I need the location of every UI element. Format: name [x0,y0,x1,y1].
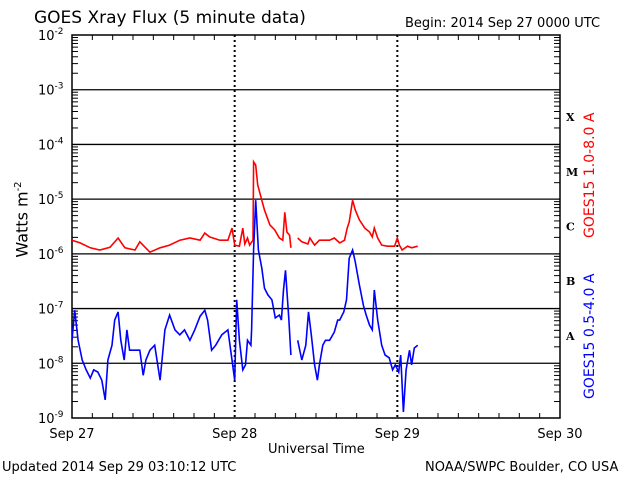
y-tick-label: 10-8 [38,355,64,372]
y-tick-label: 10-2 [38,27,64,44]
y-tick-base: 10 [38,303,55,318]
plot-frame [71,34,561,419]
y-tick-exponent: -2 [55,27,64,37]
y-tick-exponent: -6 [55,246,64,256]
x-tick-label: Sep 30 [537,427,582,442]
x-axis-label: Universal Time [268,442,365,457]
y-tick-label: 10-6 [38,246,64,263]
flare-class-label: A [565,330,575,343]
legend-short-channel: GOES15 0.5-4.0 A [582,273,598,399]
y-tick-base: 10 [38,84,55,99]
y-axis-label: Watts m-2 [13,170,32,270]
y-tick-base: 10 [38,138,55,153]
y-axis-label-exponent: -2 [13,181,25,192]
series-long-channel [71,159,418,254]
flare-class-label: C [566,221,575,234]
y-tick-base: 10 [38,357,55,372]
y-tick-label: 10-9 [38,410,64,427]
y-tick-label: 10-7 [38,301,64,318]
legend-long-channel: GOES15 1.0-8.0 A [582,112,598,238]
y-axis-label-text: Watts m [12,191,32,258]
y-tick-exponent: -3 [55,82,64,92]
y-tick-exponent: -7 [55,301,64,311]
y-tick-base: 10 [38,412,55,427]
x-tick-label: Sep 29 [375,427,420,442]
y-tick-label: 10-4 [38,136,64,153]
flare-class-label: M [566,166,578,179]
y-tick-label: 10-3 [38,82,64,99]
x-tick-label: Sep 27 [49,427,94,442]
y-tick-exponent: -5 [55,191,64,201]
updated-time: Updated 2014 Sep 29 03:10:12 UTC [2,460,237,475]
flare-class-label: X [566,111,575,124]
y-tick-exponent: -4 [55,136,64,146]
y-tick-label: 10-5 [38,191,64,208]
y-tick-exponent: -8 [55,355,64,365]
y-tick-base: 10 [38,248,55,263]
y-tick-base: 10 [38,29,55,44]
credit: NOAA/SWPC Boulder, CO USA [425,460,619,475]
series-short-channel [71,200,419,413]
x-tick-label: Sep 28 [212,427,257,442]
begin-time: Begin: 2014 Sep 27 0000 UTC [405,16,601,31]
chart-title: GOES Xray Flux (5 minute data) [34,8,306,28]
y-tick-exponent: -9 [55,410,64,420]
y-tick-base: 10 [38,193,55,208]
flare-class-label: B [566,275,575,288]
